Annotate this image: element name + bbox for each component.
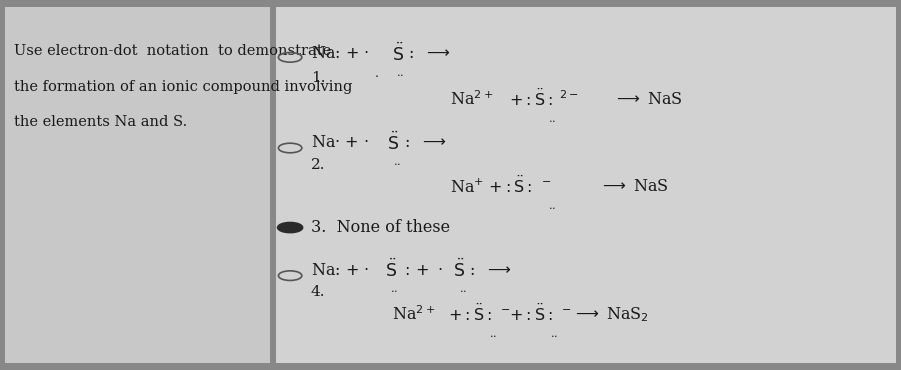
Text: $\cdot\!\cdot$: $\cdot\!\cdot$: [390, 285, 398, 296]
Text: $+ :\ddot{\mathrm{S}}:^{\ -}$: $+ :\ddot{\mathrm{S}}:^{\ -}$: [448, 304, 511, 325]
Text: Na$^{2+}$: Na$^{2+}$: [450, 91, 494, 109]
Text: $: +$ $\cdot$: $: +$ $\cdot$: [401, 262, 442, 279]
Text: $\longrightarrow$ NaS$_2$: $\longrightarrow$ NaS$_2$: [572, 305, 649, 324]
Text: $\cdot\!\cdot$: $\cdot\!\cdot$: [393, 158, 401, 168]
Text: :  $\longrightarrow$: : $\longrightarrow$: [408, 45, 451, 62]
Text: $\cdot\!\cdot$: $\cdot\!\cdot$: [489, 330, 497, 340]
Text: $+ :\ddot{\mathrm{S}}:^{\ -}$: $+ :\ddot{\mathrm{S}}:^{\ -}$: [509, 304, 572, 325]
Text: $\cdot\!\cdot$: $\cdot\!\cdot$: [396, 69, 405, 79]
Text: $+ :\ddot{\mathrm{S}}:^{\ 2-}$: $+ :\ddot{\mathrm{S}}:^{\ 2-}$: [509, 90, 579, 110]
Text: $\cdot\!\cdot$: $\cdot\!\cdot$: [459, 285, 467, 296]
Text: 2.: 2.: [311, 158, 325, 172]
Text: $\longrightarrow$ NaS: $\longrightarrow$ NaS: [613, 91, 682, 108]
FancyBboxPatch shape: [5, 7, 270, 363]
Text: the elements Na and S.: the elements Na and S.: [14, 115, 187, 129]
Text: $\ddot{\mathrm{S}}$: $\ddot{\mathrm{S}}$: [385, 259, 396, 281]
Text: $\ddot{\mathrm{S}}$: $\ddot{\mathrm{S}}$: [392, 43, 404, 65]
Text: the formation of an ionic compound involving: the formation of an ionic compound invol…: [14, 80, 352, 94]
Text: $\cdot\!\cdot$: $\cdot\!\cdot$: [548, 115, 556, 125]
Text: $\ddot{\mathrm{S}}$: $\ddot{\mathrm{S}}$: [387, 131, 399, 154]
Text: $\cdot$: $\cdot$: [374, 69, 378, 83]
Text: Na$\cdot$ $+$ $\cdot$: Na$\cdot$ $+$ $\cdot$: [311, 134, 369, 151]
Text: 3.  None of these: 3. None of these: [311, 219, 450, 236]
Text: $\longrightarrow$ NaS: $\longrightarrow$ NaS: [599, 178, 669, 195]
Text: Na$^{2+}$: Na$^{2+}$: [392, 305, 435, 324]
FancyBboxPatch shape: [276, 7, 896, 363]
Text: :  $\longrightarrow$: : $\longrightarrow$: [469, 262, 513, 279]
Text: $\ddot{\mathrm{S}}$: $\ddot{\mathrm{S}}$: [453, 259, 465, 281]
Text: Na$^{+}$ $+ :\ddot{\mathrm{S}}:^{\ -}$: Na$^{+}$ $+ :\ddot{\mathrm{S}}:^{\ -}$: [450, 176, 552, 197]
Text: $\cdot\!\cdot$: $\cdot\!\cdot$: [550, 330, 558, 340]
Text: 4.: 4.: [311, 285, 325, 299]
Text: :  $\longrightarrow$: : $\longrightarrow$: [404, 134, 447, 151]
Text: Na: $+$ $\cdot$: Na: $+$ $\cdot$: [311, 262, 369, 279]
Text: Use electron-dot  notation  to demonstrate: Use electron-dot notation to demonstrate: [14, 44, 331, 58]
Text: Na: $+$ $\cdot$: Na: $+$ $\cdot$: [311, 45, 369, 62]
Circle shape: [278, 222, 303, 233]
Text: $\cdot\!\cdot$: $\cdot\!\cdot$: [548, 202, 556, 212]
Text: 1.: 1.: [311, 71, 325, 85]
